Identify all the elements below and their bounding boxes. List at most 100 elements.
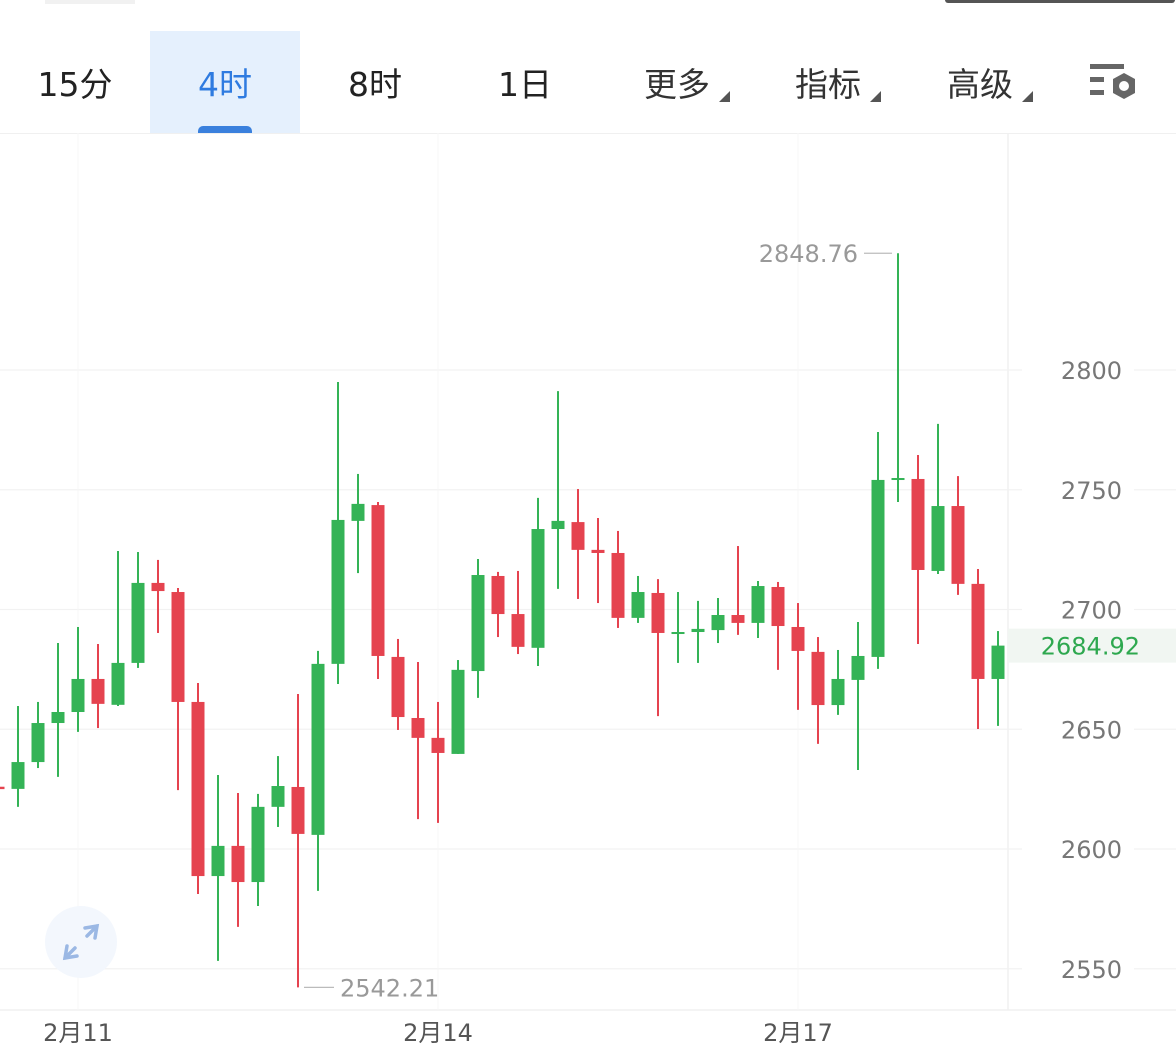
candle-body bbox=[851, 655, 865, 680]
candle-body bbox=[551, 520, 565, 530]
candle bbox=[551, 391, 565, 589]
tab-1d[interactable]: 1日 bbox=[450, 31, 600, 133]
candle-body bbox=[471, 575, 485, 672]
tab-4h[interactable]: 4时 bbox=[150, 31, 300, 133]
candle bbox=[851, 621, 865, 770]
candle bbox=[651, 579, 665, 717]
candle bbox=[631, 575, 645, 623]
candle bbox=[71, 626, 85, 732]
candle-body bbox=[731, 615, 745, 623]
interval-tabs: 15分 4时 8时 1日 更多 指标 高级 bbox=[0, 31, 1176, 134]
candle-body bbox=[651, 592, 665, 633]
candle-body bbox=[791, 626, 805, 651]
candle-body bbox=[631, 592, 645, 618]
tab-label: 高级 bbox=[947, 65, 1013, 104]
candle bbox=[311, 650, 325, 891]
candle-body bbox=[491, 575, 505, 615]
candle-body bbox=[331, 519, 345, 664]
candle-body bbox=[151, 582, 165, 592]
candle bbox=[531, 497, 545, 667]
min-price-label: 2542.21 bbox=[340, 974, 439, 1002]
tab-15m[interactable]: 15分 bbox=[0, 31, 150, 133]
candle bbox=[211, 774, 225, 961]
candle bbox=[51, 643, 65, 777]
candle bbox=[451, 660, 465, 754]
y-tick-label: 2750 bbox=[1061, 477, 1122, 505]
candles bbox=[0, 253, 1005, 988]
candle bbox=[251, 793, 265, 907]
tab-more[interactable]: 更多 bbox=[602, 31, 752, 133]
candle-body bbox=[371, 505, 385, 656]
candle bbox=[891, 253, 905, 502]
expand-button[interactable] bbox=[45, 906, 117, 978]
candle bbox=[411, 661, 425, 820]
candle bbox=[351, 473, 365, 574]
candle bbox=[931, 423, 945, 575]
candle-body bbox=[771, 586, 785, 627]
candle-body bbox=[51, 712, 65, 724]
candle-body bbox=[71, 678, 85, 713]
candle bbox=[331, 381, 345, 684]
candle-body bbox=[531, 529, 545, 648]
candle-body bbox=[871, 479, 885, 657]
candle bbox=[371, 501, 385, 679]
top-stub bbox=[45, 0, 135, 4]
candle-body bbox=[571, 522, 585, 550]
tab-advanced[interactable]: 高级 bbox=[905, 31, 1055, 133]
candle-body bbox=[311, 663, 325, 835]
candle bbox=[711, 598, 725, 644]
candle bbox=[671, 592, 685, 663]
candle-body bbox=[171, 592, 185, 702]
candle-body bbox=[11, 762, 25, 789]
candle-body bbox=[91, 678, 105, 704]
candle bbox=[491, 571, 505, 638]
candle-body bbox=[391, 656, 405, 718]
tab-label: 8时 bbox=[348, 65, 402, 104]
candle bbox=[0, 786, 5, 790]
y-tick-label: 2800 bbox=[1061, 357, 1122, 385]
x-tick-label: 2月11 bbox=[43, 1019, 113, 1046]
tab-indicators[interactable]: 指标 bbox=[753, 31, 903, 133]
tab-label: 15分 bbox=[37, 65, 113, 104]
candle-body bbox=[511, 614, 525, 647]
dropdown-triangle-icon bbox=[719, 91, 730, 102]
candle bbox=[591, 518, 605, 604]
tab-8h[interactable]: 8时 bbox=[300, 31, 450, 133]
chart-settings-icon[interactable] bbox=[1088, 61, 1140, 105]
candle-body bbox=[891, 478, 905, 481]
candle bbox=[951, 476, 965, 595]
candle-body bbox=[931, 506, 945, 571]
candle bbox=[511, 570, 525, 655]
candle bbox=[151, 559, 165, 633]
candle bbox=[471, 558, 485, 698]
y-tick-label: 2550 bbox=[1061, 956, 1122, 984]
dropdown-triangle-icon bbox=[870, 91, 881, 102]
x-tick-label: 2月17 bbox=[763, 1019, 833, 1046]
y-tick-label: 2650 bbox=[1061, 716, 1122, 744]
candle bbox=[771, 581, 785, 670]
candle bbox=[691, 600, 705, 663]
candle bbox=[11, 706, 25, 807]
candle bbox=[871, 432, 885, 669]
candle-body bbox=[411, 717, 425, 738]
x-tick-label: 2月14 bbox=[403, 1019, 473, 1046]
candle bbox=[751, 580, 765, 639]
y-tick-label: 2700 bbox=[1061, 597, 1122, 625]
top-stub-right bbox=[945, 0, 1175, 3]
candle-body bbox=[211, 845, 225, 877]
candle-body bbox=[0, 786, 5, 790]
candle bbox=[911, 455, 925, 644]
candle-body bbox=[271, 786, 285, 807]
candle-body bbox=[231, 845, 245, 883]
candle-body bbox=[351, 503, 365, 521]
y-tick-label: 2600 bbox=[1061, 836, 1122, 864]
candle bbox=[811, 637, 825, 744]
candle bbox=[271, 756, 285, 827]
candle-body bbox=[251, 806, 265, 883]
active-indicator bbox=[198, 126, 252, 133]
candle bbox=[731, 546, 745, 635]
candle bbox=[291, 694, 305, 988]
candle bbox=[391, 638, 405, 730]
candle-body bbox=[111, 662, 125, 705]
